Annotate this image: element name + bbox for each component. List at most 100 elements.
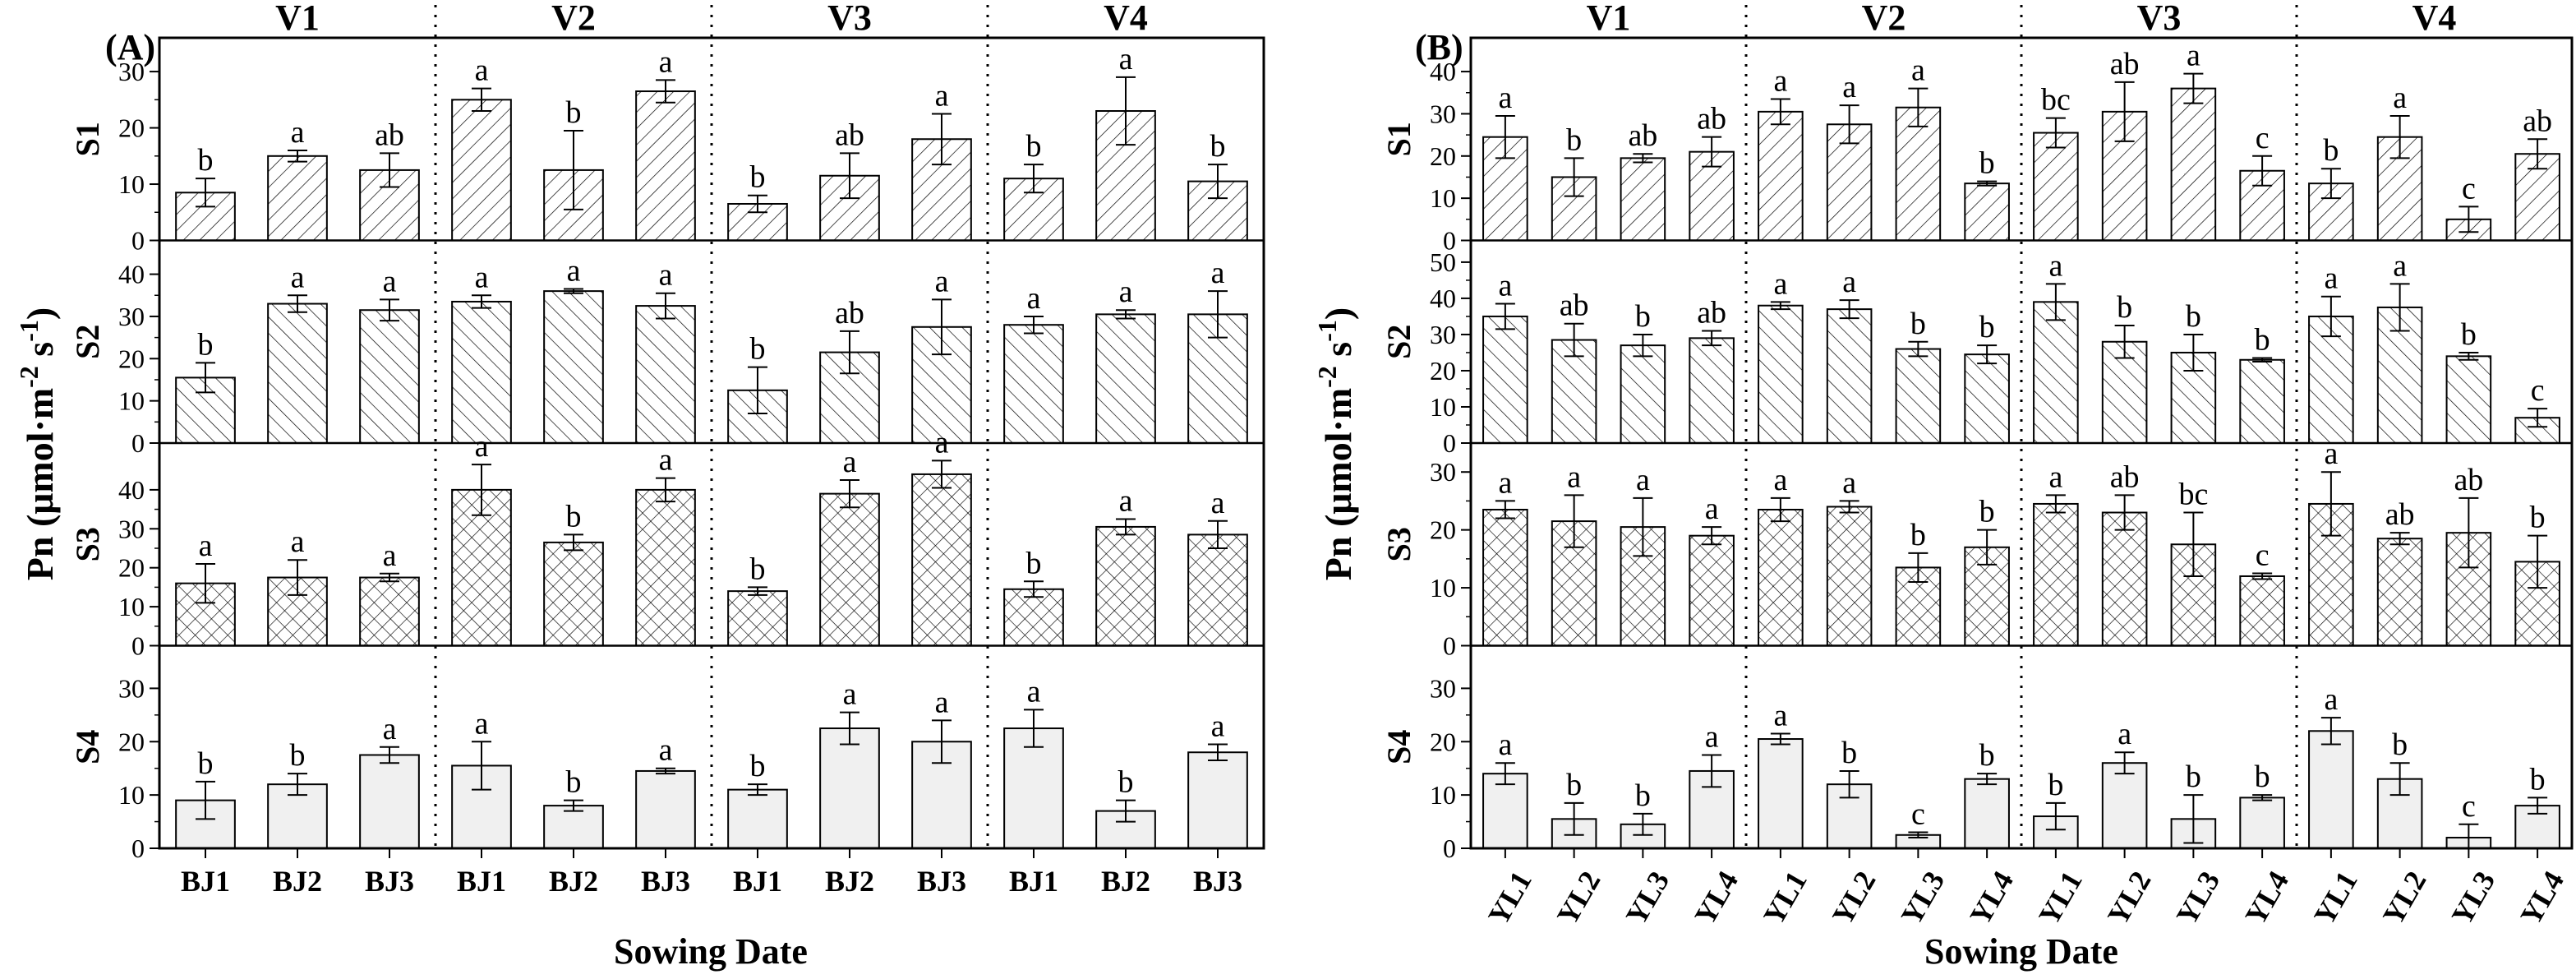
p0-bar-S2-V2-BJ1 [451,300,512,444]
p1-plot-frame [1469,36,2574,850]
p1-S1-tick-label: 10 [1430,183,1456,213]
p0-x-tick-label-V4-BJ1: BJ1 [1009,865,1058,898]
p1-sig-letter-S1-V2-YL2: a [1842,70,1856,104]
p1-S2-tick-label: 50 [1430,247,1456,277]
p1-bar-S3-V2-YL1 [1758,508,1804,647]
p0-sig-letter-S2-V3-BJ1: b [750,332,766,367]
p0-sig-letter-S3-V4-BJ3: a [1211,486,1225,520]
p1-sig-letter-S4-V3-YL3: b [2186,760,2201,794]
p0-bar-S2-V4-BJ1 [1003,324,1064,445]
p1-bar-S1-V2-YL3 [1895,106,1942,242]
panel-b-label: (B) [1415,27,1463,67]
p0-bar-S3-V2-BJ3 [635,488,696,647]
p0-sig-letter-S4-V1-BJ1: b [198,746,214,781]
p1-bar-S2-V2-YL2 [1826,308,1873,445]
p1-sig-letter-S1-V2-YL4: b [1979,146,1995,181]
p0-bar-S4-V1-BJ3 [359,754,420,850]
p0-x-tick-label-V4-BJ3: BJ3 [1193,865,1242,898]
p0-S4-tick-label: 10 [118,780,145,810]
p1-x-tick-label-V2-YL3: YL3 [1895,866,1952,931]
p1-S4-tick-label: 0 [1443,834,1456,863]
p0-sig-letter-S4-V3-BJ2: a [843,677,857,712]
p0-sig-letter-S4-V3-BJ1: b [750,749,766,783]
p1-sig-letter-S2-V1-YL1: a [1498,269,1512,303]
p0-bar-S1-V1-BJ2 [267,155,328,242]
p0-row-label-S2: S2 [69,325,106,359]
p1-sig-letter-S4-V1-YL4: a [1705,719,1719,754]
p0-sig-letter-S2-V4-BJ2: a [1119,275,1133,309]
p1-sig-letter-S2-V1-YL2: ab [1560,289,1589,323]
p1-bar-S2-V3-YL1 [2033,301,2079,444]
p1-bar-S2-V1-YL2 [1551,339,1597,444]
p1-x-tick-label-V1-YL4: YL4 [1688,866,1744,931]
p1-sig-letter-S1-V2-YL1: a [1773,63,1787,98]
p0-x-tick-label-V3-BJ1: BJ1 [733,865,782,898]
p0-bar-S2-V2-BJ3 [635,305,696,445]
p1-sig-letter-S2-V2-YL2: a [1842,265,1856,299]
p1-sig-letter-S4-V3-YL1: b [2048,768,2063,802]
p1-sig-letter-S4-V4-YL4: b [2530,762,2546,797]
p1-S3-tick-label: 30 [1430,457,1456,487]
p0-x-tick-label-V2-BJ2: BJ2 [549,865,598,898]
p1-sig-letter-S3-V3-YL3: bc [2178,478,2208,512]
p1-bar-S2-V2-YL3 [1895,348,1942,444]
p1-sig-letter-S3-V1-YL2: a [1567,459,1581,494]
p0-sig-letter-S3-V3-BJ1: b [750,552,766,586]
p1-sig-letter-S2-V4-YL3: b [2461,317,2477,352]
p1-sig-letter-S1-V3-YL4: c [2256,121,2270,155]
p1-sig-letter-S1-V3-YL1: bc [2041,83,2071,118]
p1-sig-letter-S2-V2-YL1: a [1773,266,1787,301]
p0-sig-letter-S1-V2-BJ2: b [566,95,582,130]
p1-bar-S3-V3-YL2 [2101,511,2148,647]
p0-S2-tick-label: 0 [131,428,145,458]
p0-x-tick-label-V1-BJ1: BJ1 [181,865,230,898]
p0-sig-letter-S1-V2-BJ3: a [659,44,673,79]
p1-sig-letter-S4-V2-YL4: b [1979,738,1995,773]
p1-S3-tick-label: 10 [1430,573,1456,603]
p0-S1-tick-label: 30 [118,57,145,86]
p1-x-tick-label-V3-YL3: YL3 [2170,866,2227,931]
p1-bar-S3-V3-YL4 [2239,575,2285,647]
p0-S1-tick-label: 20 [118,113,145,143]
p1-row-label-S1: S1 [1380,122,1417,156]
p0-sig-letter-S1-V1-BJ3: ab [375,118,404,152]
p1-sig-letter-S4-V1-YL2: b [1566,768,1582,802]
p0-bar-S2-V4-BJ2 [1095,313,1156,444]
p0-bar-S3-V3-BJ2 [819,492,880,647]
panel-a: (A) Sowing Date Pn (μmol·m-2 s-1) S1 0 10 2… [14,0,1265,972]
p1-S3-tick-label: 0 [1443,631,1456,661]
p0-sig-letter-S4-V2-BJ2: b [566,765,582,800]
p1-sig-letter-S2-V1-YL3: b [1635,299,1651,334]
p0-bar-S2-V1-BJ2 [267,302,328,444]
p0-sig-letter-S1-V1-BJ1: b [198,143,214,178]
p0-sig-letter-S3-V3-BJ2: a [843,445,857,479]
p0-bar-S4-V2-BJ3 [635,769,696,850]
p0-sig-letter-S4-V4-BJ3: a [1211,709,1225,744]
p1-S2-tick-label: 40 [1430,284,1456,313]
p1-sig-letter-S3-V2-YL4: b [1979,495,1995,529]
p0-sig-letter-S4-V1-BJ2: b [290,738,306,773]
p1-sig-letter-S1-V3-YL3: a [2187,39,2200,73]
p0-sig-letter-S1-V4-BJ2: a [1119,42,1133,76]
p0-x-tick-label-V1-BJ3: BJ3 [365,865,414,898]
p1-x-tick-label-V2-YL4: YL4 [1963,866,2020,931]
p1-S2-tick-label: 10 [1430,392,1456,422]
p1-S4-tick-label: 30 [1430,673,1456,703]
p1-bar-S3-V1-YL1 [1482,508,1528,647]
p1-bar-S3-V1-YL4 [1689,534,1735,647]
p0-sig-letter-S2-V3-BJ2: ab [835,296,864,330]
p1-x-tick-label-V1-YL1: YL1 [1482,866,1538,931]
p0-x-tick-label-V4-BJ2: BJ2 [1101,865,1150,898]
p0-sig-letter-S2-V4-BJ3: a [1211,256,1225,290]
p1-row-label-S2: S2 [1380,325,1417,359]
p0-bar-S3-V1-BJ3 [359,576,420,647]
p1-bar-S2-V3-YL4 [2239,358,2285,445]
p0-sig-letter-S1-V1-BJ2: a [291,115,305,150]
p0-sig-letter-S2-V2-BJ3: a [659,258,673,293]
p1-x-tick-label-V4-YL3: YL3 [2445,866,2502,931]
p1-sig-letter-S4-V2-YL1: a [1773,699,1787,733]
p1-sig-letter-S3-V4-YL2: ab [2385,497,2415,532]
p1-sig-letter-S1-V1-YL3: ab [1628,118,1657,153]
p0-S4-tick-label: 30 [118,673,145,703]
p0-bar-S3-V3-BJ3 [911,473,972,647]
